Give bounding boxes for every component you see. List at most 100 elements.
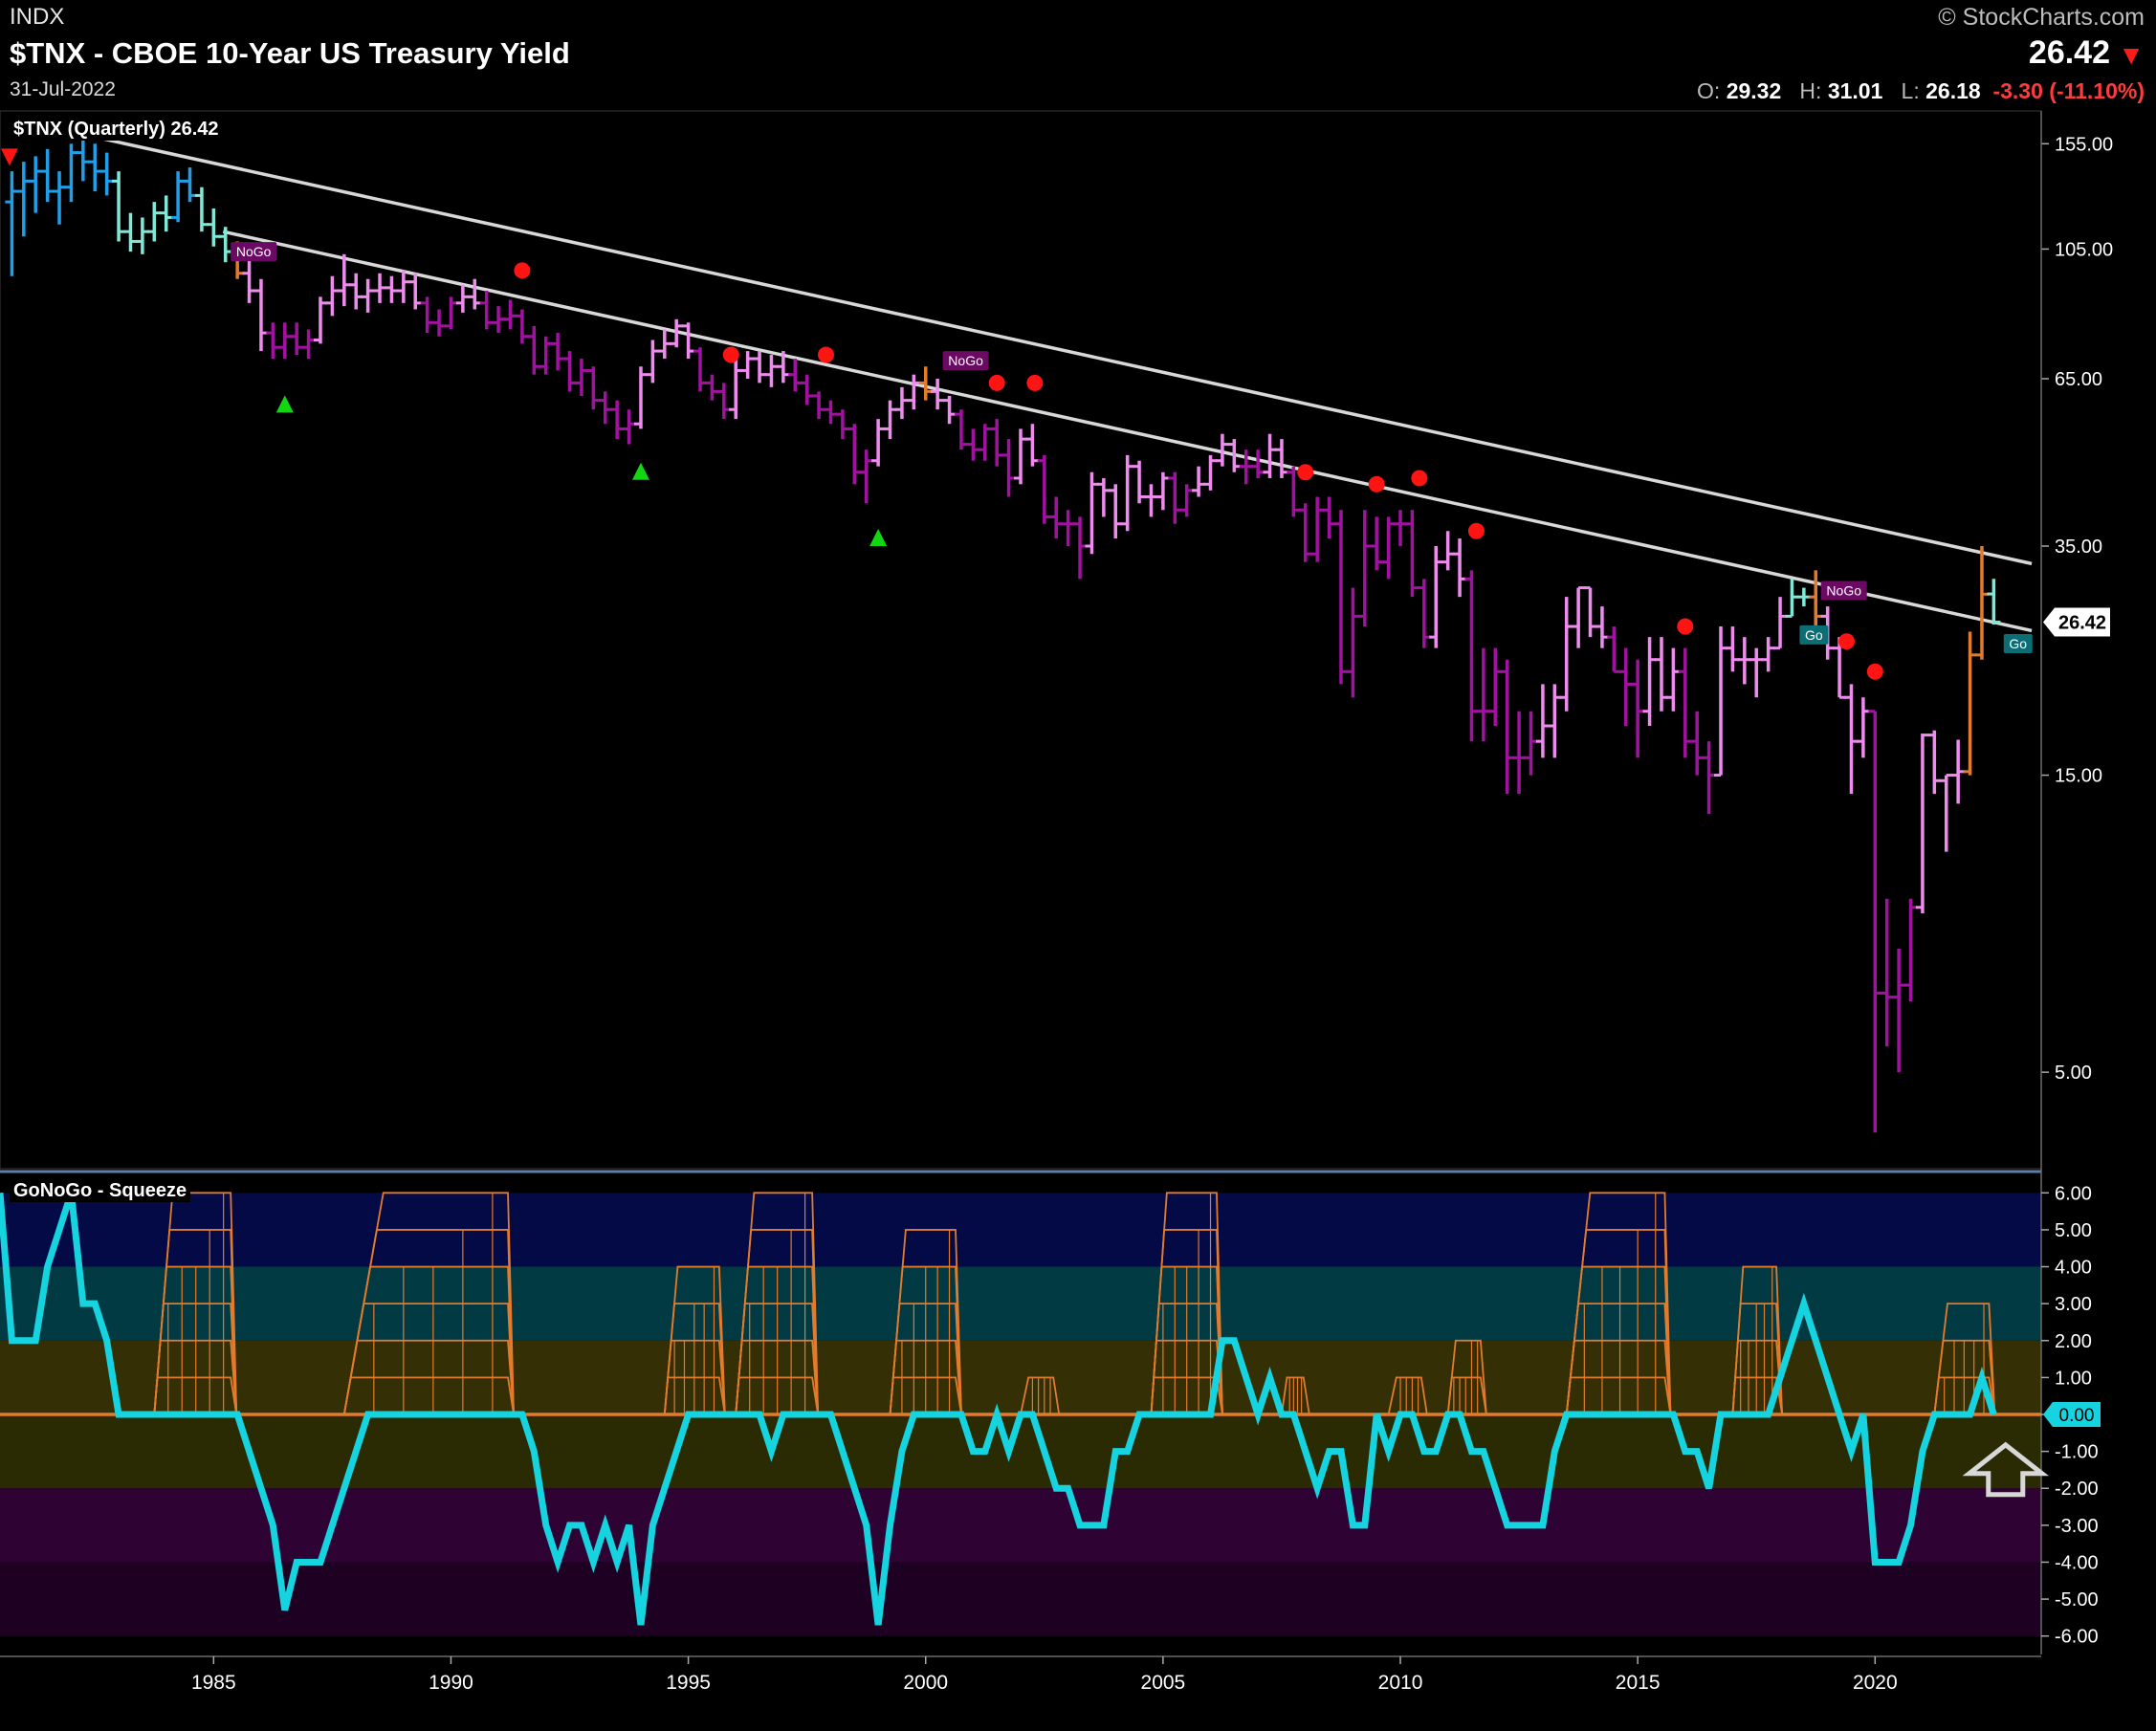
squeeze-step bbox=[153, 1192, 238, 1415]
go-tag: Go bbox=[2003, 634, 2033, 654]
squeeze-span bbox=[1281, 1376, 1310, 1415]
oscillator-last-label: 0.00 bbox=[2043, 1402, 2101, 1427]
price-tick-label: 65.00 bbox=[2055, 369, 2102, 390]
x-tick-label: 2020 bbox=[1853, 1672, 1898, 1694]
tag-label: NoGo bbox=[948, 353, 983, 368]
countertrend-dot bbox=[1411, 470, 1428, 487]
tag-label: Go bbox=[1805, 627, 1823, 643]
countertrend-dot bbox=[722, 346, 739, 363]
last-price: 26.42 bbox=[2028, 34, 2110, 71]
x-tick-label: 1990 bbox=[429, 1672, 473, 1694]
squeeze-span bbox=[342, 1192, 515, 1415]
squeeze-span bbox=[153, 1192, 238, 1415]
oscillator-tick-label: 3.00 bbox=[2055, 1294, 2092, 1315]
oscillator-tick-label: -3.00 bbox=[2055, 1516, 2099, 1537]
x-tick-label: 2000 bbox=[903, 1672, 948, 1694]
countertrend-dot bbox=[514, 262, 531, 279]
oscillator-legend: GoNoGo - Squeeze bbox=[10, 1180, 191, 1202]
exchange-label: INDX bbox=[10, 4, 65, 30]
tag-box bbox=[942, 351, 989, 371]
x-tick-label: 1985 bbox=[191, 1672, 236, 1694]
squeeze-step bbox=[1933, 1303, 1996, 1415]
trendline bbox=[71, 130, 2033, 566]
oscillator-band-2 bbox=[0, 1340, 2041, 1414]
x-tick-label: 1995 bbox=[666, 1672, 711, 1694]
price-tick-label: 5.00 bbox=[2055, 1063, 2092, 1084]
low-value: 26.18 bbox=[1925, 78, 1981, 103]
squeeze-step bbox=[1020, 1376, 1061, 1415]
price-legend: $TNX (Quarterly) 26.42 bbox=[10, 119, 223, 141]
squeeze-span bbox=[889, 1229, 962, 1415]
oscillator-last-value: 0.00 bbox=[2059, 1406, 2095, 1426]
nogo-tag: NoGo bbox=[231, 242, 277, 262]
squeeze-step bbox=[1565, 1192, 1672, 1415]
squeeze-step bbox=[1731, 1265, 1783, 1415]
countertrend-dot bbox=[818, 346, 835, 363]
oscillator-last-box bbox=[2043, 1402, 2101, 1427]
squeeze-step bbox=[1150, 1192, 1223, 1415]
triangle-down-icon bbox=[0, 148, 18, 166]
oscillator-tick-label: -1.00 bbox=[2055, 1442, 2099, 1463]
oscillator-tick-label: 4.00 bbox=[2055, 1258, 2092, 1279]
brand-label: © StockCharts.com bbox=[1938, 4, 2145, 31]
countertrend-dot bbox=[988, 374, 1005, 391]
oscillator-tick-label: -6.00 bbox=[2055, 1627, 2099, 1648]
last-price-label: 26.42 bbox=[2043, 607, 2110, 637]
change-value: -3.30 (-11.10%) bbox=[1992, 78, 2145, 103]
price-tick-label: 15.00 bbox=[2055, 766, 2102, 787]
nogo-tag: NoGo bbox=[1820, 581, 1867, 601]
squeeze-span bbox=[1020, 1376, 1061, 1415]
squeeze-step bbox=[663, 1265, 726, 1415]
triangle-up-icon bbox=[275, 395, 294, 413]
oscillator-tick-label: -5.00 bbox=[2055, 1589, 2099, 1610]
countertrend-dot bbox=[1677, 618, 1694, 635]
x-tick-label: 2005 bbox=[1141, 1672, 1186, 1694]
countertrend-dot bbox=[1866, 663, 1883, 680]
ohlc-readout: O: 29.32 H: 31.01 L: 26.18 -3.30 (-11.10… bbox=[1697, 78, 2145, 104]
countertrend-dot bbox=[1368, 475, 1385, 493]
squeeze-span bbox=[1933, 1303, 1996, 1415]
tag-box bbox=[1799, 624, 1829, 645]
squeeze-step bbox=[342, 1192, 515, 1415]
oscillator-tick-label: -2.00 bbox=[2055, 1479, 2099, 1500]
oscillator-band-4 bbox=[0, 1488, 2041, 1563]
tag-box bbox=[2003, 634, 2033, 654]
open-value: 29.32 bbox=[1726, 78, 1782, 103]
squeeze-step bbox=[889, 1229, 962, 1415]
open-label: O: bbox=[1697, 78, 1721, 103]
low-label: L: bbox=[1901, 78, 1920, 103]
tag-box bbox=[231, 242, 277, 262]
last-price-box bbox=[2043, 607, 2110, 637]
price-tick-label: 105.00 bbox=[2055, 239, 2113, 260]
nogo-tag: NoGo bbox=[942, 351, 989, 371]
squeeze-step bbox=[1446, 1339, 1487, 1415]
squeeze-span bbox=[735, 1192, 820, 1415]
oscillator-tick-label: 5.00 bbox=[2055, 1220, 2092, 1241]
chart-title: $TNX - CBOE 10-Year US Treasury Yield bbox=[10, 36, 570, 70]
high-value: 31.01 bbox=[1827, 78, 1883, 103]
price-panel bbox=[0, 110, 2042, 1170]
trendline bbox=[222, 230, 2033, 633]
price-tick-label: 155.00 bbox=[2055, 134, 2113, 155]
chart-date: 31-Jul-2022 bbox=[10, 78, 116, 100]
oscillator-band-0 bbox=[0, 1193, 2041, 1267]
down-arrow-icon: ▼ bbox=[2118, 40, 2145, 70]
oscillator-band-5 bbox=[0, 1562, 2041, 1636]
x-tick-label: 2010 bbox=[1378, 1672, 1423, 1694]
countertrend-dot bbox=[1026, 374, 1044, 391]
go-tag: Go bbox=[1799, 624, 1829, 645]
squeeze-span bbox=[1565, 1192, 1672, 1415]
last-price-value: 26.42 bbox=[2058, 613, 2106, 634]
oscillator-tick-label: 2.00 bbox=[2055, 1331, 2092, 1352]
countertrend-dot bbox=[1467, 522, 1485, 539]
oscillator-line bbox=[0, 1192, 1997, 1626]
squeeze-span bbox=[1387, 1376, 1428, 1415]
oscillator-tick-label: -4.00 bbox=[2055, 1552, 2099, 1573]
tag-label: NoGo bbox=[236, 244, 272, 259]
squeeze-step bbox=[1387, 1376, 1428, 1415]
squeeze-span bbox=[1731, 1265, 1783, 1415]
tag-label: Go bbox=[2009, 636, 2027, 651]
price-tick-label: 35.00 bbox=[2055, 537, 2102, 558]
oscillator-band-3 bbox=[0, 1414, 2041, 1489]
